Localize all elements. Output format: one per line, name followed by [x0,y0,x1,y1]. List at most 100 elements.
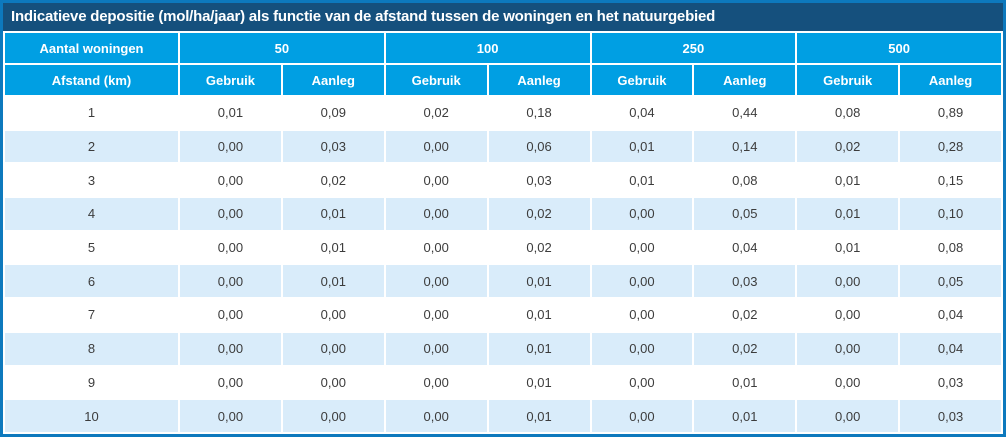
value-cell: 0,00 [385,130,487,163]
value-cell: 0,00 [180,164,281,197]
row-header-cell: 4 [5,198,178,230]
value-cell: 0,14 [694,130,796,163]
row-header-cell: 7 [5,299,178,331]
value-cell: 0,18 [488,97,590,129]
value-cell: 0,04 [900,299,1001,331]
value-cell: 0,08 [900,231,1001,264]
value-cell: 0,03 [488,164,590,197]
value-cell: 0,01 [591,130,693,163]
value-cell: 0,00 [797,366,899,399]
value-cell: 0,00 [385,198,487,230]
subcolumn-header-gebruik: Gebruik [797,65,899,95]
value-cell: 0,01 [694,366,796,399]
table-row: 10 0,00 0,00 0,00 0,01 0,00 0,01 0,00 0,03 [5,400,1001,432]
value-cell: 0,02 [797,130,899,163]
value-cell: 0,44 [694,97,796,129]
value-cell: 0,06 [488,130,590,163]
value-cell: 0,01 [488,366,590,399]
deposition-table: Aantal woningen 50 100 250 500 Afstand (… [3,31,1003,434]
table-row: 1 0,01 0,09 0,02 0,18 0,04 0,44 0,08 0,89 [5,97,1001,129]
row-header-cell: 5 [5,231,178,264]
table-body: 1 0,01 0,09 0,02 0,18 0,04 0,44 0,08 0,89 2 0,00 0,… [5,97,1001,432]
value-cell: 0,05 [694,198,796,230]
value-cell: 0,28 [900,130,1001,163]
table-row: 7 0,00 0,00 0,00 0,01 0,00 0,02 0,00 0,04 [5,299,1001,331]
value-cell: 0,89 [900,97,1001,129]
value-cell: 0,00 [591,265,693,298]
value-cell: 0,04 [591,97,693,129]
value-cell: 0,00 [591,231,693,264]
value-cell: 0,08 [694,164,796,197]
value-cell: 0,03 [282,130,384,163]
value-cell: 0,00 [282,366,384,399]
value-cell: 0,15 [900,164,1001,197]
value-cell: 0,00 [797,332,899,365]
subcolumn-header-aanleg: Aanleg [694,65,796,95]
subcolumn-header-aanleg: Aanleg [900,65,1001,95]
value-cell: 0,00 [180,265,281,298]
value-cell: 0,00 [180,366,281,399]
table-row: 8 0,00 0,00 0,00 0,01 0,00 0,02 0,00 0,04 [5,332,1001,365]
row-header-cell: 1 [5,97,178,129]
value-cell: 0,00 [591,400,693,432]
value-cell: 0,00 [180,332,281,365]
column-group-header-100: 100 [385,33,590,63]
row-header-cell: 3 [5,164,178,197]
value-cell: 0,00 [385,332,487,365]
value-cell: 0,02 [385,97,487,129]
subcolumn-header-gebruik: Gebruik [385,65,487,95]
value-cell: 0,02 [694,332,796,365]
value-cell: 0,01 [282,198,384,230]
value-cell: 0,00 [797,265,899,298]
value-cell: 0,00 [797,299,899,331]
value-cell: 0,03 [900,400,1001,432]
value-cell: 0,02 [694,299,796,331]
value-cell: 0,00 [282,332,384,365]
row-header-cell: 6 [5,265,178,298]
value-cell: 0,09 [282,97,384,129]
column-group-header-500: 500 [797,33,1001,63]
row-header-cell: 10 [5,400,178,432]
table-title: Indicatieve depositie (mol/ha/jaar) als … [3,3,1003,31]
subcolumn-header-row: Afstand (km) Gebruik Aanleg Gebruik Aanl… [5,65,1001,95]
row-header-cell: 8 [5,332,178,365]
value-cell: 0,01 [488,299,590,331]
value-cell: 0,00 [385,265,487,298]
value-cell: 0,00 [591,332,693,365]
column-group-header-250: 250 [591,33,796,63]
value-cell: 0,00 [385,366,487,399]
value-cell: 0,01 [488,332,590,365]
subcolumn-header-gebruik: Gebruik [591,65,693,95]
value-cell: 0,02 [488,198,590,230]
value-cell: 0,00 [385,231,487,264]
value-cell: 0,01 [591,164,693,197]
value-cell: 0,00 [591,198,693,230]
value-cell: 0,00 [180,400,281,432]
value-cell: 0,02 [282,164,384,197]
value-cell: 0,00 [797,400,899,432]
value-cell: 0,00 [385,299,487,331]
value-cell: 0,00 [591,366,693,399]
corner-header-afstand: Afstand (km) [5,65,178,95]
value-cell: 0,01 [694,400,796,432]
value-cell: 0,05 [900,265,1001,298]
value-cell: 0,00 [282,299,384,331]
value-cell: 0,00 [180,231,281,264]
value-cell: 0,00 [385,400,487,432]
value-cell: 0,01 [180,97,281,129]
value-cell: 0,03 [900,366,1001,399]
row-header-cell: 2 [5,130,178,163]
table-row: 5 0,00 0,01 0,00 0,02 0,00 0,04 0,01 0,08 [5,231,1001,264]
value-cell: 0,00 [180,130,281,163]
value-cell: 0,08 [797,97,899,129]
value-cell: 0,01 [282,265,384,298]
value-cell: 0,01 [797,231,899,264]
value-cell: 0,00 [591,299,693,331]
value-cell: 0,00 [385,164,487,197]
value-cell: 0,01 [797,198,899,230]
subcolumn-header-aanleg: Aanleg [282,65,384,95]
column-group-header-50: 50 [180,33,384,63]
value-cell: 0,00 [282,400,384,432]
value-cell: 0,01 [797,164,899,197]
value-cell: 0,02 [488,231,590,264]
